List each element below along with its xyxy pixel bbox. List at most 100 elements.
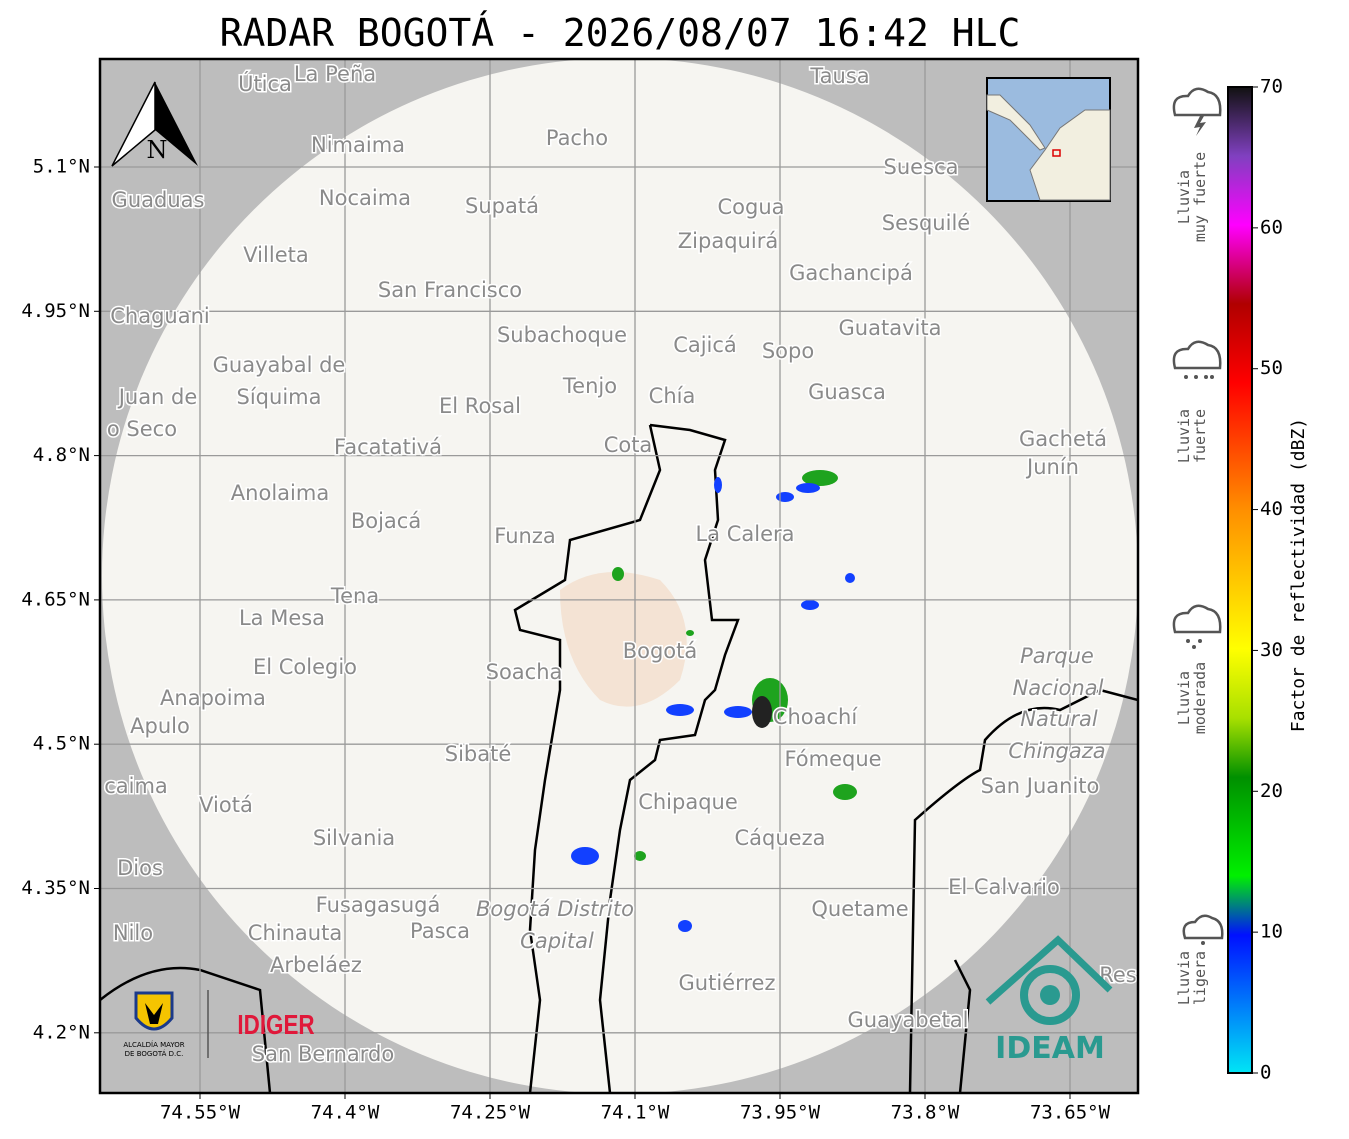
- place-label: Facatativá: [334, 435, 442, 459]
- place-label: Suesca: [884, 155, 959, 179]
- alcaldia-line: DE BOGOTÁ D.C.: [125, 1049, 184, 1058]
- rain-legend-label: Lluvia: [1175, 951, 1193, 1005]
- place-label: Cota: [604, 433, 653, 457]
- alcaldia-line: ALCALDÍA MAYOR: [123, 1040, 184, 1049]
- rain-legend-label: fuerte: [1191, 409, 1209, 463]
- place-label: El Colegio: [253, 655, 357, 679]
- lon-tick-label: 74.25°W: [450, 1102, 531, 1124]
- place-label: Nocaima: [319, 186, 411, 210]
- rain-legend-label: ligera: [1191, 951, 1209, 1005]
- north-label: N: [147, 136, 168, 164]
- place-label: Guatavita: [839, 316, 942, 340]
- place-label: Bogotá: [623, 639, 698, 663]
- place-label: Nacional: [1013, 676, 1104, 700]
- place-label: Cajicá: [673, 333, 737, 357]
- place-label: Funza: [494, 524, 555, 548]
- place-label: Natural: [1020, 707, 1098, 731]
- lat-tick-label: 4.5°N: [33, 733, 90, 755]
- lat-tick-label: 4.95°N: [21, 300, 90, 322]
- colorbar-tick-label: 40: [1260, 498, 1283, 520]
- map-frame: [98, 57, 1140, 1095]
- colorbar-tick-label: 70: [1260, 76, 1283, 98]
- place-label: Fómeque: [784, 747, 881, 771]
- place-label: Arbeláez: [270, 953, 362, 977]
- north-arrow: N: [111, 81, 198, 167]
- place-label: Parque: [1020, 644, 1094, 668]
- place-label: caima: [104, 774, 168, 798]
- place-label: Guayabetal: [848, 1008, 969, 1032]
- rain-legend-label: Lluvia: [1175, 409, 1193, 463]
- graticule: [100, 59, 1138, 1093]
- rain-legend-label: Lluvia: [1175, 170, 1193, 224]
- place-label: Nilo: [113, 921, 153, 945]
- place-label: Subachoque: [497, 323, 627, 347]
- place-label: Villeta: [243, 243, 308, 267]
- place-label: Cogua: [717, 195, 784, 219]
- inset-area: [1052, 149, 1061, 157]
- place-label: o Seco: [107, 417, 177, 441]
- alcaldia-logo: ALCALDÍA MAYOR DE BOGOTÁ D.C. IDIGER: [123, 990, 315, 1058]
- place-label: Gachetá: [1019, 427, 1107, 451]
- idiger-logo: IDIGER: [237, 1010, 314, 1041]
- colorbar-tick-label: 0: [1260, 1062, 1271, 1084]
- colorbar-tick-label: 10: [1260, 921, 1283, 943]
- place-label: Nimaima: [311, 133, 405, 157]
- colorbar-tick-label: 30: [1260, 639, 1283, 661]
- place-label: Chipaque: [638, 790, 738, 814]
- place-label: Viotá: [199, 793, 253, 817]
- lat-tick-label: 5.1°N: [33, 156, 90, 178]
- inset-land: [986, 94, 1111, 201]
- place-label: Anapoima: [160, 686, 266, 710]
- lon-tick-label: 74.4°W: [311, 1102, 380, 1124]
- lat-tick-label: 4.8°N: [33, 444, 90, 466]
- lon-tick-label: 74.1°W: [601, 1102, 670, 1124]
- place-label: Supatá: [465, 194, 539, 218]
- place-label: Guasca: [808, 380, 886, 404]
- place-label: Chía: [649, 384, 696, 408]
- title: RADAR BOGOTÁ - 2026/08/07 16:42 HLC: [220, 11, 1021, 55]
- place-label: Útica: [238, 71, 292, 96]
- colorbar: [1227, 86, 1253, 1074]
- lon-tick-label: 73.95°W: [740, 1102, 821, 1124]
- place-label: Cáqueza: [735, 826, 826, 850]
- place-label: Silvania: [313, 826, 395, 850]
- echoes: [571, 470, 857, 932]
- place-label: Chingaza: [1008, 739, 1105, 763]
- place-label: Chaguani: [110, 304, 210, 328]
- place-label: San Francisco: [378, 278, 522, 302]
- lat-tick-label: 4.65°N: [21, 588, 90, 610]
- rain-legend-label: moderada: [1191, 662, 1209, 734]
- place-label: Gutiérrez: [679, 971, 776, 995]
- place-label: La Calera: [695, 522, 794, 546]
- colorbar-label: Factor de reflectividad (dBZ): [1288, 418, 1309, 732]
- lon-tick-label: 73.65°W: [1030, 1102, 1111, 1124]
- colorbar-tick-label: 60: [1260, 216, 1283, 238]
- ideam-logo: IDEAM: [985, 935, 1113, 1066]
- place-labels: Útica La Peña Tausa Pacho Nimaima Guaduas Noca…: [103, 61, 1138, 1068]
- place-label: Anolaima: [231, 481, 329, 505]
- rain-legend-label: Lluvia: [1175, 671, 1193, 725]
- map: Útica La Peña Tausa Pacho Nimaima Guaduas Noca…: [100, 59, 1138, 1093]
- place-label: Chinauta: [248, 921, 342, 945]
- place-label: Bogotá Distrito: [476, 897, 634, 921]
- rain-legend-label: muy fuerte: [1191, 152, 1209, 242]
- place-label: Fusagasugá: [316, 893, 441, 917]
- place-label: Síquima: [237, 385, 322, 409]
- place-label: Sesquilé: [882, 211, 970, 235]
- axes: 74.55°W 74.4°W 74.25°W 74.1°W 73.95°W 73.8°W 7…: [21, 156, 1110, 1124]
- colorbar-ticks: 0 10 20 30 40 50 60 70: [1252, 76, 1283, 1084]
- place-label: Sibaté: [445, 742, 512, 766]
- lat-tick-label: 4.35°N: [21, 877, 90, 899]
- place-label: Apulo: [130, 714, 190, 738]
- place-label: Bojacá: [351, 509, 421, 533]
- place-label: Quetame: [811, 897, 908, 921]
- place-label: La Mesa: [239, 606, 325, 630]
- place-label: Zipaquirá: [678, 229, 778, 253]
- place-label: Dios: [117, 856, 163, 880]
- urban-area: [560, 572, 687, 707]
- place-label: El Rosal: [439, 394, 521, 418]
- lon-tick-label: 73.8°W: [891, 1102, 960, 1124]
- place-label: Guaduas: [112, 188, 205, 212]
- district-boundary: [513, 423, 740, 1093]
